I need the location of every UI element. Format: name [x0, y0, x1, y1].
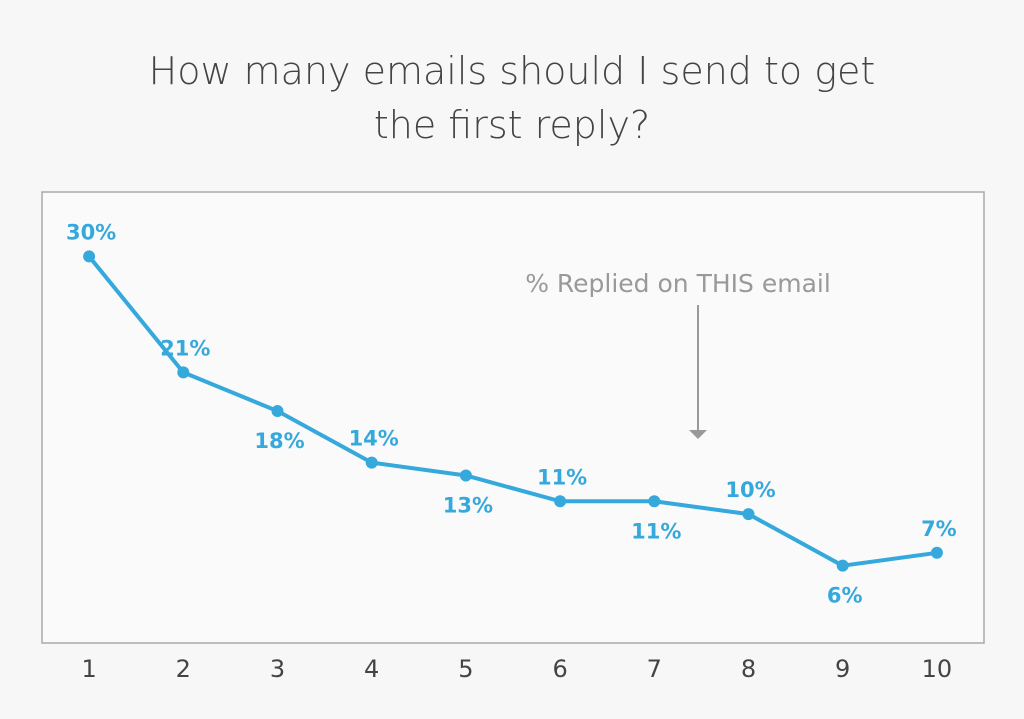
data-point	[83, 250, 96, 263]
annotation: % Replied on THIS email	[525, 269, 831, 298]
line	[87, 255, 938, 568]
data-point	[459, 469, 472, 482]
annotation-arrowhead	[689, 430, 707, 439]
x-tick-label: 9	[835, 655, 850, 683]
value-label: 18%	[254, 429, 304, 453]
x-tick-label: 8	[741, 655, 756, 683]
x-tick-label: 6	[552, 655, 567, 683]
value-label: 21%	[160, 336, 210, 360]
value-label: 11%	[537, 465, 587, 489]
data-point	[177, 366, 190, 379]
x-tick-label: 7	[647, 655, 662, 683]
plot-frame	[41, 191, 985, 644]
data-point	[365, 456, 378, 469]
data-point	[554, 495, 567, 508]
data-point	[648, 495, 661, 508]
x-tick-label: 3	[270, 655, 285, 683]
data-point	[930, 546, 943, 559]
x-tick-label: 2	[176, 655, 191, 683]
chart-title: How many emails should I send to get the…	[148, 49, 876, 147]
value-label: 14%	[349, 427, 399, 451]
data-point	[271, 405, 284, 418]
value-label: 13%	[443, 493, 493, 517]
x-tick-label: 4	[364, 655, 379, 683]
x-tick-label: 1	[81, 655, 96, 683]
value-label: 11%	[631, 519, 681, 543]
x-tick-label: 5	[458, 655, 473, 683]
value-label: 30%	[66, 220, 116, 244]
value-label: 6%	[827, 584, 863, 608]
data-point	[742, 508, 755, 521]
value-label: 10%	[725, 478, 775, 502]
value-label: 7%	[921, 517, 957, 541]
x-tick-label: 10	[922, 655, 953, 683]
data-point	[836, 559, 849, 572]
